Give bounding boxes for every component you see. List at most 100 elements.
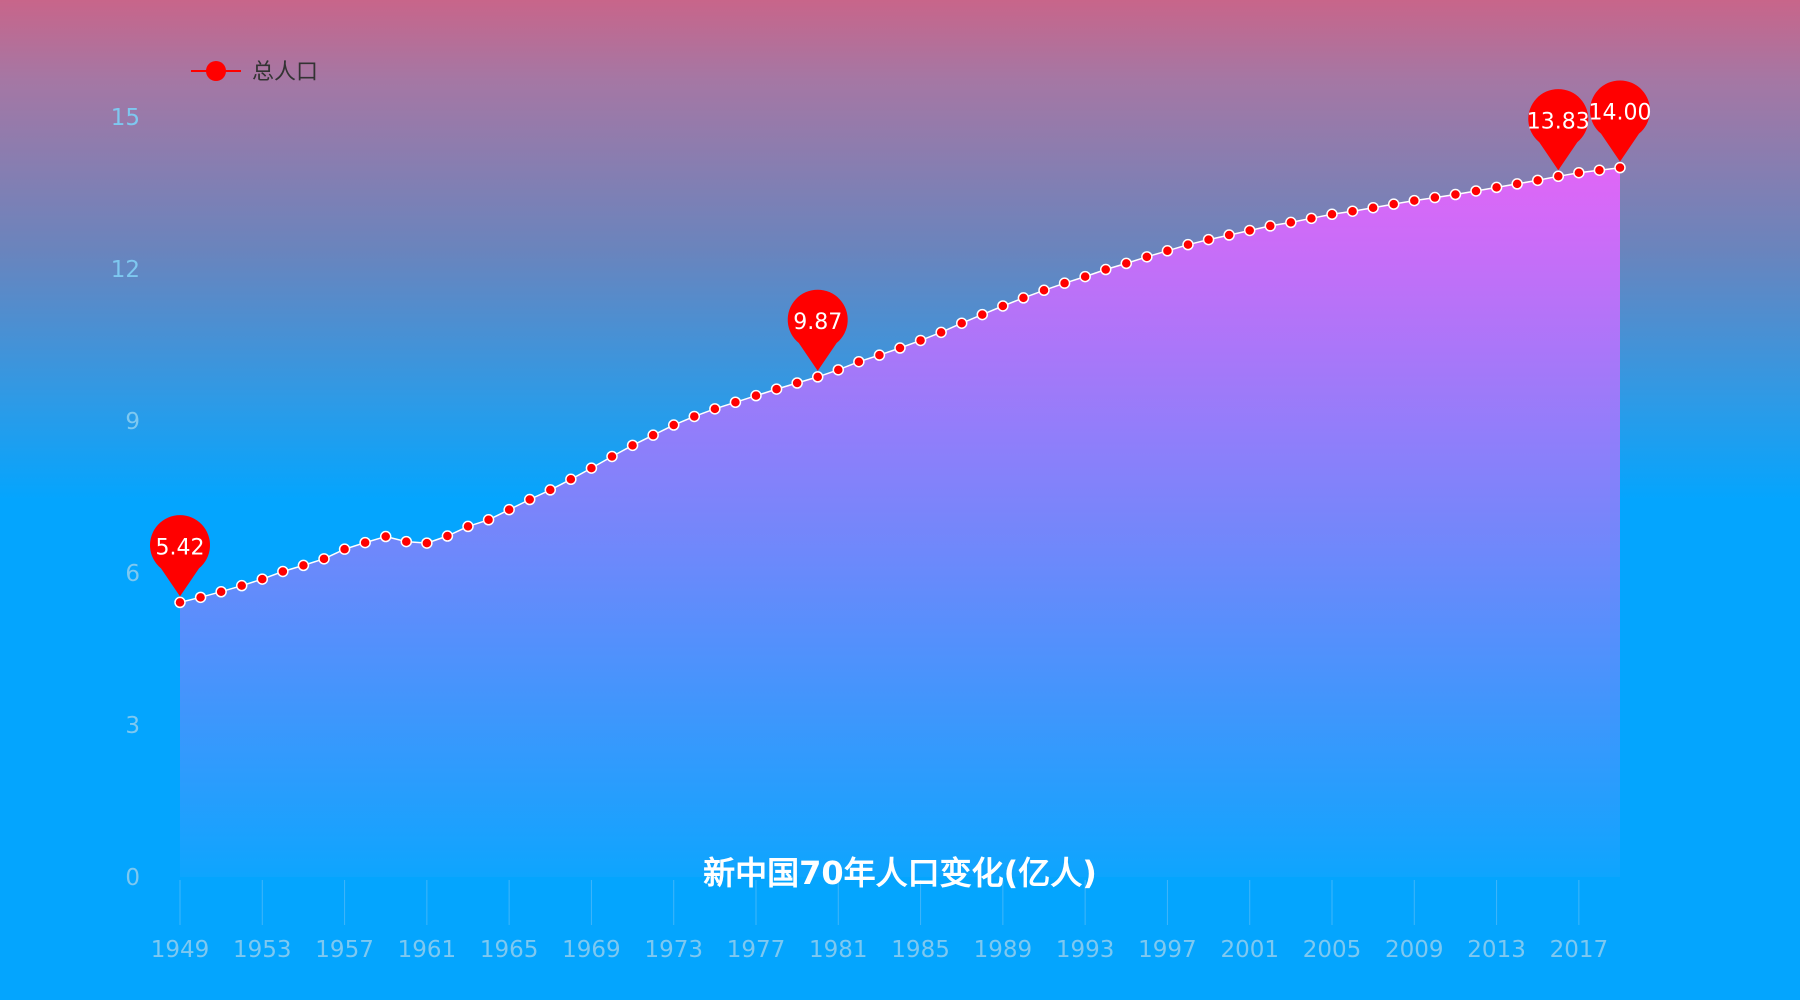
- y-tick-label: 12: [111, 257, 140, 283]
- data-point: [647, 429, 659, 441]
- data-point: [1490, 181, 1503, 194]
- x-tick-label: 2017: [1550, 937, 1609, 963]
- data-point: [1552, 170, 1565, 183]
- data-point: [194, 591, 207, 604]
- data-point: [400, 535, 413, 548]
- data-point: [976, 308, 989, 321]
- chart-title: 新中国70年人口变化(亿人): [703, 854, 1097, 892]
- x-tick-label: 2009: [1385, 937, 1444, 963]
- data-point: [215, 585, 227, 598]
- y-tick-label: 6: [125, 561, 140, 587]
- data-point: [1346, 205, 1359, 217]
- value-pin: [787, 289, 848, 371]
- data-point: [1161, 245, 1174, 257]
- data-point: [626, 439, 639, 452]
- pin-label: 9.87: [793, 310, 842, 335]
- data-point: [1531, 174, 1544, 187]
- data-point: [811, 371, 824, 383]
- data-point: [1079, 270, 1091, 283]
- data-point: [1470, 185, 1482, 197]
- data-point: [235, 579, 248, 592]
- data-point: [1243, 224, 1256, 237]
- data-point: [914, 334, 927, 347]
- x-tick-label: 1981: [809, 937, 868, 963]
- data-point: [1223, 229, 1235, 241]
- x-tick-label: 1977: [727, 937, 786, 963]
- data-point: [1614, 161, 1626, 174]
- data-point: [1120, 257, 1133, 270]
- data-point: [297, 559, 310, 572]
- series-markers: [174, 161, 1626, 609]
- data-point: [1264, 220, 1277, 232]
- data-point: [894, 342, 906, 354]
- data-point: [729, 396, 742, 409]
- y-tick-label: 9: [125, 409, 140, 435]
- data-point: [1367, 201, 1379, 214]
- x-tick-label: 1973: [644, 937, 703, 963]
- data-point: [1573, 166, 1585, 179]
- data-point: [997, 300, 1009, 312]
- data-point: [379, 530, 392, 543]
- data-point: [544, 484, 557, 496]
- y-tick-label: 15: [111, 105, 140, 131]
- data-point: [421, 537, 433, 549]
- data-point: [1141, 251, 1153, 263]
- legend[interactable]: 总人口: [191, 60, 318, 85]
- x-tick-label: 1993: [1056, 937, 1115, 963]
- data-point: [1511, 178, 1523, 190]
- pin-label: 13.83: [1527, 109, 1590, 134]
- data-point: [503, 503, 515, 516]
- y-tick-label: 0: [125, 865, 140, 891]
- x-axis: 1949 1953 1957 1961 1965 1969 1973 1977 1981 1985…: [151, 880, 1608, 963]
- data-point: [338, 543, 351, 555]
- data-point: [791, 377, 803, 389]
- x-tick-label: 1969: [562, 937, 621, 963]
- data-point: [482, 514, 495, 526]
- x-tick-label: 1989: [974, 937, 1033, 963]
- x-tick-label: 1961: [398, 937, 457, 963]
- data-point: [853, 355, 865, 368]
- data-point: [462, 520, 474, 533]
- data-point: [256, 573, 269, 585]
- x-tick-label: 1965: [480, 937, 539, 963]
- x-tick-label: 1957: [315, 937, 374, 963]
- data-point: [277, 565, 289, 578]
- value-pin: [1589, 80, 1650, 162]
- data-point: [606, 450, 618, 463]
- data-point: [770, 383, 783, 395]
- data-point: [174, 596, 186, 609]
- y-axis: 0 3 6 9 12 15: [111, 105, 140, 891]
- data-point: [832, 364, 845, 376]
- pin-label: 5.42: [156, 535, 205, 560]
- data-point: [709, 403, 721, 415]
- x-tick-label: 1953: [233, 937, 292, 963]
- data-point: [955, 317, 968, 329]
- x-tick-label: 2013: [1467, 937, 1526, 963]
- data-point: [359, 536, 371, 549]
- data-point: [1202, 233, 1215, 246]
- pin-label: 14.00: [1589, 101, 1652, 126]
- data-point: [318, 553, 330, 565]
- value-pin: [150, 515, 210, 597]
- data-point: [1058, 277, 1071, 289]
- data-point: [688, 410, 701, 423]
- data-point: [1017, 292, 1030, 304]
- x-tick-label: 1997: [1138, 937, 1197, 963]
- data-point: [585, 462, 598, 474]
- data-point: [1429, 191, 1441, 204]
- data-point: [667, 419, 680, 431]
- data-point: [523, 493, 536, 506]
- x-tick-label: 1949: [151, 937, 210, 963]
- data-point: [1285, 216, 1297, 229]
- data-point: [1326, 208, 1338, 221]
- value-pin: [1528, 89, 1589, 171]
- data-point: [1038, 284, 1050, 297]
- x-tick-label: 2005: [1303, 937, 1362, 963]
- legend-marker-icon: [206, 61, 226, 81]
- data-point: [565, 473, 577, 486]
- data-point: [1182, 238, 1194, 251]
- area-fill: [180, 167, 1620, 877]
